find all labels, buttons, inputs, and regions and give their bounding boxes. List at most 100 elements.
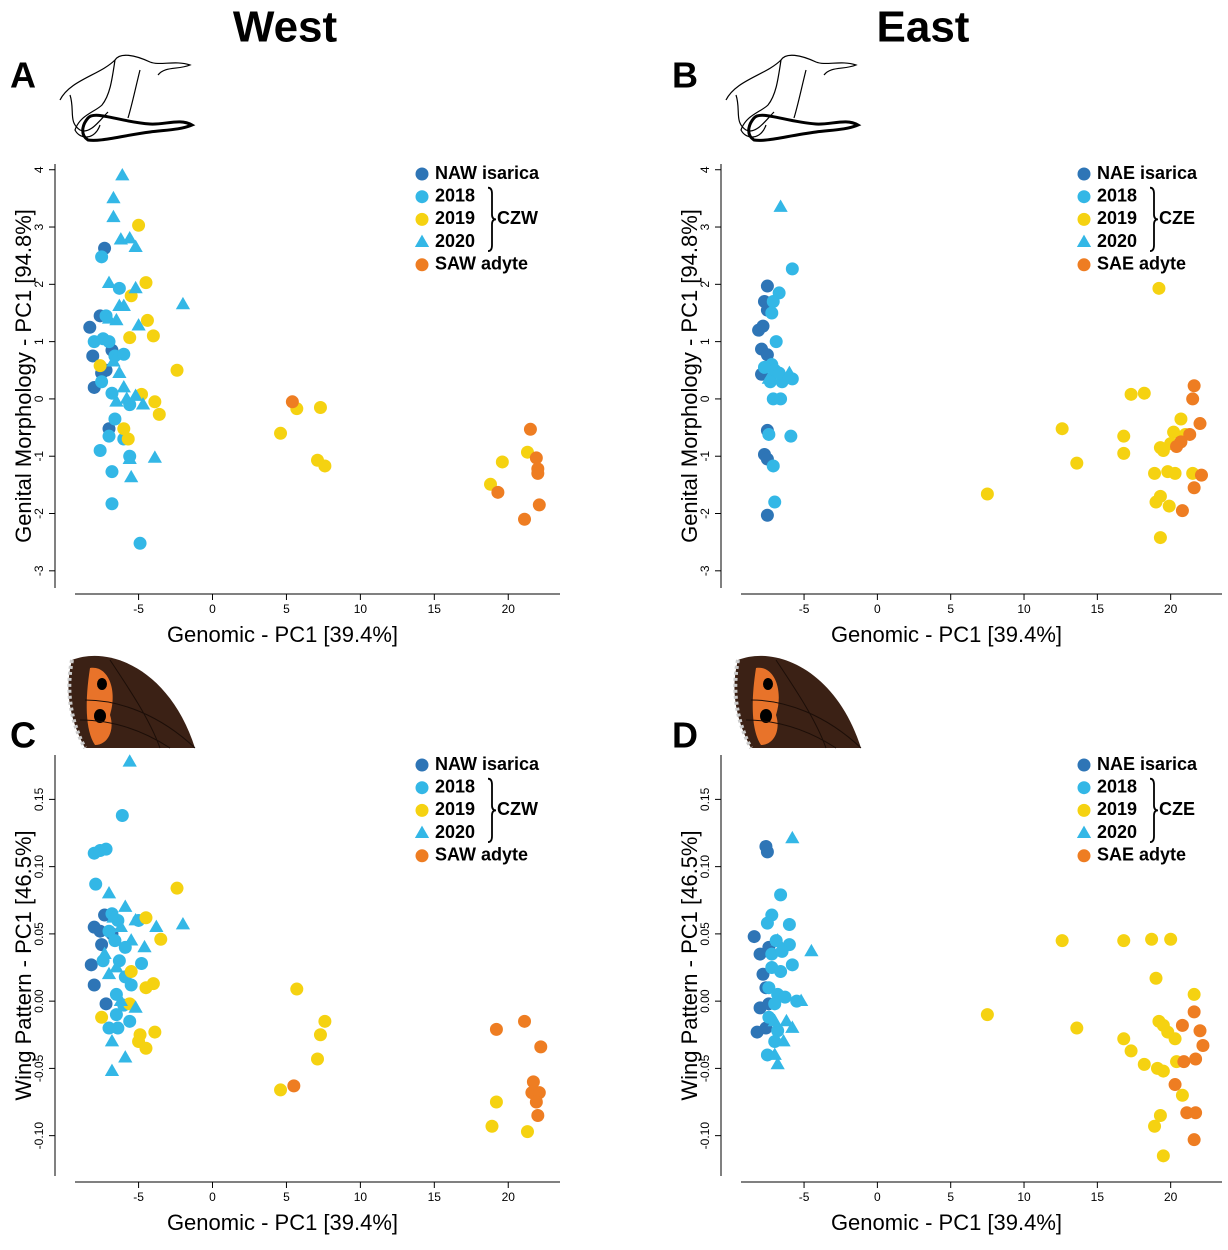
point xyxy=(1168,1032,1182,1046)
y-tick-label: 4 xyxy=(32,166,46,173)
point xyxy=(771,1024,785,1038)
point xyxy=(772,366,786,380)
point xyxy=(139,276,153,290)
point xyxy=(1117,446,1131,460)
point xyxy=(980,487,994,501)
point xyxy=(99,997,113,1011)
point xyxy=(1175,1088,1189,1102)
legend-marker xyxy=(1077,781,1091,795)
x-tick-label: 10 xyxy=(1017,602,1031,616)
column-heading: East xyxy=(877,3,970,52)
point xyxy=(123,331,137,345)
point xyxy=(1167,425,1181,439)
x-tick-label: 15 xyxy=(428,1190,442,1204)
legend-label: 2019 xyxy=(435,208,475,228)
y-tick-label: 3 xyxy=(32,223,46,230)
y-tick-label: 0.15 xyxy=(698,787,712,811)
point xyxy=(1145,932,1159,946)
y-tick-label: 0.05 xyxy=(698,922,712,946)
point xyxy=(1070,1021,1084,1035)
legend-marker xyxy=(1077,167,1091,181)
legend-label: NAW isarica xyxy=(435,754,540,774)
point xyxy=(106,209,121,223)
point xyxy=(767,1047,782,1060)
point xyxy=(148,1025,162,1039)
legend-bracket xyxy=(1149,777,1159,843)
point xyxy=(756,967,770,981)
legend-marker xyxy=(415,258,429,272)
point xyxy=(531,466,545,480)
point xyxy=(1187,987,1201,1001)
point xyxy=(1168,1078,1182,1092)
point xyxy=(1117,934,1131,948)
point xyxy=(495,455,509,469)
legend-marker xyxy=(1076,825,1092,838)
x-tick-label: 5 xyxy=(947,1190,954,1204)
point xyxy=(760,279,774,293)
point xyxy=(139,911,153,925)
legend-group-label: CZE xyxy=(1159,208,1195,228)
point xyxy=(1153,489,1167,503)
y-tick-label: 0.10 xyxy=(698,855,712,879)
y-tick-label: 0.10 xyxy=(32,855,46,879)
legend-marker xyxy=(415,781,429,795)
point xyxy=(768,495,782,509)
y-tick-label: 4 xyxy=(698,166,712,173)
x-tick-label: 0 xyxy=(874,602,881,616)
point xyxy=(1170,439,1184,453)
point xyxy=(89,877,103,891)
point xyxy=(776,1033,791,1047)
point xyxy=(102,1021,116,1035)
point xyxy=(1148,1119,1162,1133)
point xyxy=(147,450,162,463)
point xyxy=(753,947,767,961)
point xyxy=(274,1083,288,1097)
point xyxy=(1168,466,1182,480)
point xyxy=(784,429,798,443)
point xyxy=(1149,971,1163,985)
point xyxy=(117,347,131,361)
legend-marker xyxy=(1076,234,1092,247)
column-heading: West xyxy=(233,3,338,52)
y-tick-label: -0.10 xyxy=(32,1122,46,1150)
y-axis-label: Genital Morphology - PC1 [94.8%] xyxy=(11,209,36,543)
point xyxy=(760,845,774,859)
point xyxy=(1156,1149,1170,1163)
y-tick-label: 0.00 xyxy=(698,989,712,1013)
point xyxy=(762,427,776,441)
x-axis-label: Genomic - PC1 [39.4%] xyxy=(167,1210,398,1235)
point xyxy=(794,993,809,1007)
point xyxy=(113,993,128,1007)
legend-label: 2019 xyxy=(1097,799,1137,819)
point xyxy=(313,1028,327,1042)
point xyxy=(1124,1044,1138,1058)
point xyxy=(1124,387,1138,401)
legend-label: SAE adyte xyxy=(1097,254,1186,274)
point xyxy=(779,1013,794,1027)
point xyxy=(105,465,119,479)
point xyxy=(1183,427,1197,441)
legend-label: 2020 xyxy=(435,822,475,842)
point xyxy=(523,422,537,436)
y-tick-label: -2 xyxy=(698,508,712,519)
point xyxy=(95,375,109,389)
y-tick-label: 0.00 xyxy=(32,989,46,1013)
point xyxy=(124,978,138,992)
point xyxy=(1187,1005,1201,1019)
point xyxy=(980,1008,994,1022)
point xyxy=(489,1095,503,1109)
legend-marker xyxy=(415,212,429,226)
point xyxy=(318,1014,332,1028)
point xyxy=(529,1095,543,1109)
point xyxy=(1189,1052,1203,1066)
y-tick-label: -3 xyxy=(698,565,712,576)
point xyxy=(106,910,121,923)
point xyxy=(1187,379,1201,393)
x-tick-label: 10 xyxy=(354,1190,368,1204)
point xyxy=(1117,1032,1131,1046)
point xyxy=(782,365,797,379)
point xyxy=(769,335,783,349)
legend-label: NAE isarica xyxy=(1097,163,1198,183)
point xyxy=(108,934,122,948)
legend-marker xyxy=(1077,258,1091,272)
